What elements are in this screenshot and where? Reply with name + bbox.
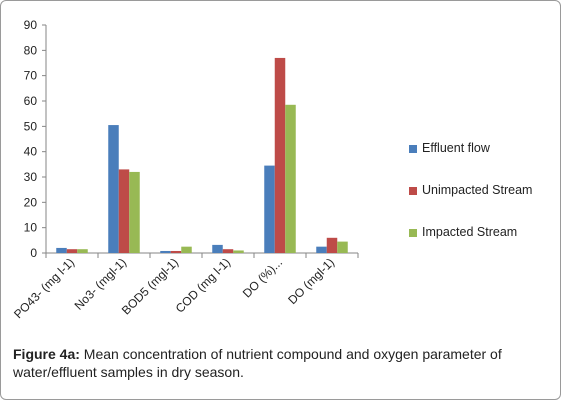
- y-tick-label: 50: [24, 119, 38, 133]
- bar: [108, 125, 119, 253]
- bar: [170, 250, 182, 253]
- x-tick-label: COD (mg l-1): [173, 255, 233, 315]
- legend-swatch: [409, 229, 417, 237]
- bar: [118, 169, 130, 253]
- bar: [129, 171, 140, 253]
- y-tick-label: 20: [24, 195, 38, 209]
- legend-label: Unimpacted Stream: [422, 183, 533, 197]
- legend-item: Effluent flow: [409, 141, 559, 183]
- figure-caption: Figure 4a: Mean concentration of nutrien…: [13, 345, 553, 381]
- legend-label: Impacted Stream: [422, 225, 518, 239]
- y-tick-label: 70: [24, 69, 38, 83]
- legend-swatch: [409, 145, 417, 153]
- x-tick-label: PO43- (mg l-1): [11, 255, 77, 321]
- bar: [326, 237, 338, 253]
- legend-label: Effluent flow: [422, 141, 490, 155]
- x-tick-label: DO (mgl-1): [285, 255, 337, 307]
- y-tick-label: 0: [30, 246, 37, 260]
- x-tick-label: No3- (mgl-1): [72, 255, 130, 313]
- bar: [316, 246, 327, 253]
- y-tick-label: 30: [24, 170, 38, 184]
- bar: [212, 244, 223, 253]
- legend-item: Impacted Stream: [409, 225, 559, 267]
- y-tick-label: 60: [24, 94, 38, 108]
- bar: [233, 250, 244, 253]
- bar: [181, 246, 192, 253]
- bar: [285, 104, 296, 253]
- bar: [66, 249, 78, 253]
- legend-swatch: [409, 187, 417, 195]
- bar: [160, 250, 171, 253]
- bar: [77, 249, 88, 253]
- chart-legend: Effluent flow Unimpacted Stream Impacted S…: [409, 141, 559, 267]
- bar: [264, 165, 275, 253]
- bar: [222, 249, 234, 253]
- y-tick-label: 80: [24, 43, 38, 57]
- bar: [274, 57, 286, 253]
- caption-label: Figure 4a:: [13, 346, 80, 362]
- y-tick-label: 40: [24, 145, 38, 159]
- caption-text: Mean concentration of nutrient compound …: [13, 346, 502, 380]
- y-tick-label: 10: [24, 221, 38, 235]
- bar: [56, 247, 67, 253]
- legend-item: Unimpacted Stream: [409, 183, 559, 225]
- bar: [337, 241, 348, 253]
- y-tick-label: 90: [24, 18, 38, 32]
- x-tick-label: DO (%)...: [240, 255, 285, 300]
